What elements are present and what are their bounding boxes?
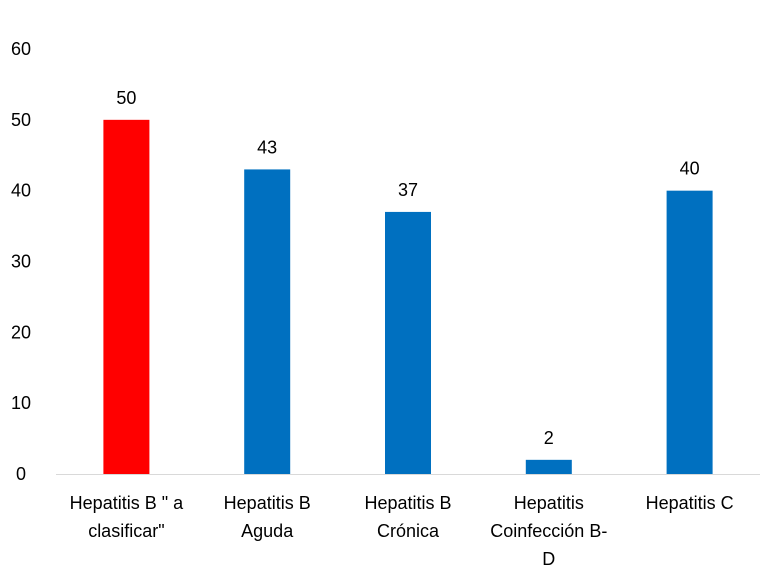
category-label: Hepatitis B xyxy=(364,493,451,513)
category-label: Hepatitis B " a xyxy=(70,493,184,513)
data-label: 37 xyxy=(398,180,418,200)
y-tick-label: 10 xyxy=(11,393,31,413)
data-label: 43 xyxy=(257,137,277,157)
category-labels: Hepatitis B " a clasificar" Hepatitis B Agu… xyxy=(70,493,734,569)
y-tick-label: 30 xyxy=(11,252,31,272)
bar xyxy=(385,211,431,474)
data-label: 2 xyxy=(544,428,554,448)
y-tick-label: 0 xyxy=(16,464,26,484)
category-label: Aguda xyxy=(241,521,294,541)
category-label: Coinfección B- xyxy=(490,521,607,541)
bar xyxy=(666,190,713,474)
y-tick-label: 60 xyxy=(11,39,31,59)
bars xyxy=(103,119,713,474)
data-label: 50 xyxy=(116,88,136,108)
category-label: D xyxy=(542,549,555,569)
bar xyxy=(244,169,291,474)
category-label: clasificar" xyxy=(88,521,164,541)
category-label: Hepatitis C xyxy=(646,493,734,513)
category-label: Hepatitis B xyxy=(224,493,311,513)
y-tick-label: 50 xyxy=(11,110,31,130)
data-label: 40 xyxy=(680,159,700,179)
category-label: Hepatitis xyxy=(514,493,584,513)
bar xyxy=(525,459,572,474)
category-label: Crónica xyxy=(377,521,440,541)
data-labels: 50 43 37 2 40 xyxy=(116,88,699,448)
y-tick-label: 20 xyxy=(11,322,31,342)
y-axis-ticks: 0 10 20 30 40 50 60 xyxy=(11,39,31,484)
y-tick-label: 40 xyxy=(11,181,31,201)
bar xyxy=(103,119,150,474)
